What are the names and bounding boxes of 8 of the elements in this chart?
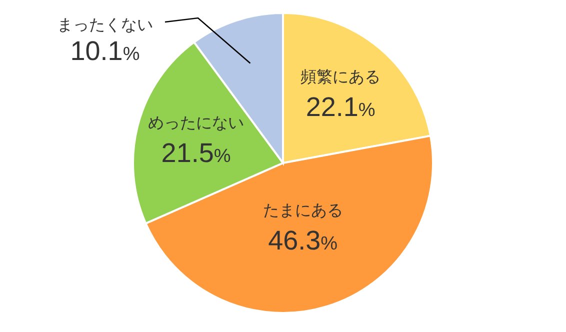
slice-label: たまにある [262, 202, 343, 220]
slice-label: めったにない [148, 114, 244, 132]
data-label: 22.1% [306, 92, 376, 122]
data-label: 10.1% [70, 36, 140, 66]
slice-label: 頻繁にある [300, 68, 381, 86]
slice-label: まったくない [57, 17, 153, 34]
data-label: 46.3% [268, 226, 338, 256]
data-label: 21.5% [161, 138, 231, 168]
